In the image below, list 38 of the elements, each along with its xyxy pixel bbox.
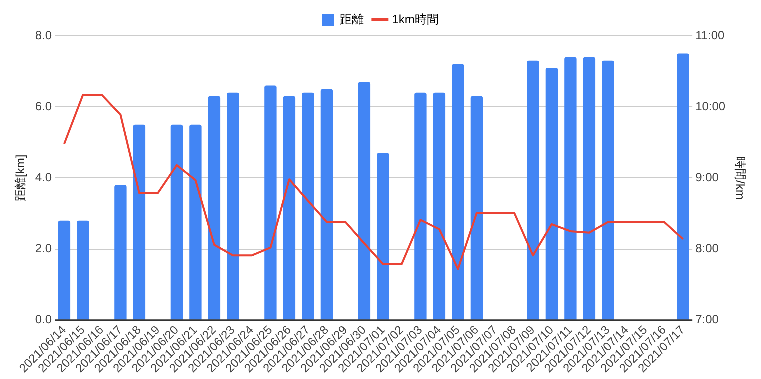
- bar: [170, 124, 184, 320]
- bar: [358, 82, 371, 320]
- bar: [77, 220, 90, 320]
- bar: [433, 92, 446, 320]
- bar: [283, 96, 296, 320]
- y2-tick-label: 7:00: [696, 312, 720, 327]
- bar: [470, 96, 484, 320]
- bar: [677, 54, 690, 320]
- bar: [414, 92, 427, 320]
- bar: [208, 96, 221, 320]
- y2-tick-label: 8:00: [696, 242, 720, 256]
- y2-tick-label: 11:00: [696, 28, 726, 42]
- bar: [320, 89, 334, 320]
- bar: [527, 60, 540, 320]
- y-tick-label: 6.0: [35, 99, 52, 114]
- bar: [264, 86, 277, 320]
- y-tick-label: 4.0: [35, 170, 52, 184]
- bar: [377, 153, 390, 320]
- y2-tick-label: 9:00: [696, 170, 720, 184]
- legend-label: 1km時間: [392, 12, 439, 26]
- legend-label: 距離: [340, 12, 364, 26]
- bar: [190, 124, 202, 320]
- bar: [114, 185, 127, 320]
- y2-axis-title: 時間/km: [733, 156, 748, 200]
- bar: [564, 57, 577, 320]
- y-tick-label: 8.0: [35, 28, 52, 42]
- y2-tick-label: 10:00: [696, 99, 726, 114]
- bar: [583, 57, 596, 320]
- bar: [302, 92, 314, 320]
- y-axis-title: 距離[km]: [14, 154, 28, 202]
- bar: [452, 64, 464, 320]
- bar: [227, 92, 240, 320]
- bar: [133, 124, 146, 320]
- bar: [58, 220, 71, 320]
- bar: [546, 68, 558, 320]
- y-tick-label: 2.0: [35, 242, 52, 256]
- bar: [602, 60, 614, 320]
- y-tick-label: 0.0: [35, 312, 52, 327]
